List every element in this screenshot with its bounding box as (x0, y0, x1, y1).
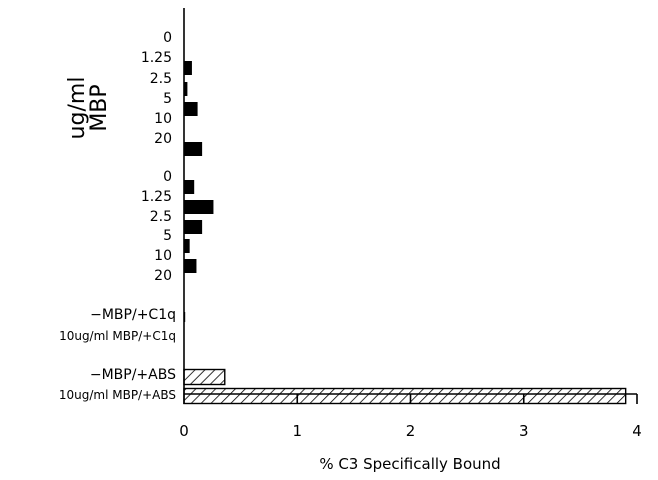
category-label: 1.25 (141, 189, 172, 205)
category-label: 0 (163, 169, 172, 185)
category-label: 1.25 (141, 50, 172, 66)
bar (183, 368, 226, 386)
category-label: 10ug/ml MBP/+C1q (59, 329, 176, 343)
x-tick-label: 3 (519, 422, 529, 440)
bar (184, 259, 197, 273)
category-label: 10ug/ml MBP/+ABS (59, 388, 176, 402)
category-label: 5 (163, 91, 172, 107)
y-axis-title-unit: ug/ml (65, 77, 90, 140)
bars-layer (183, 61, 627, 405)
x-tick-label: 4 (632, 422, 642, 440)
x-tick-label: 2 (406, 422, 416, 440)
category-label: 2.5 (150, 71, 172, 87)
x-axis-ticks: 0 1 2 3 4 (179, 394, 642, 440)
category-label: 0 (163, 30, 172, 46)
bar (184, 200, 214, 214)
y-axis-title: ug/ml MBP (65, 77, 112, 140)
category-label: −MBP/+C1q (90, 307, 176, 323)
category-label: 20 (154, 131, 172, 147)
y-axis-title-subject: MBP (87, 84, 112, 131)
category-label: 20 (154, 268, 172, 284)
bar (184, 102, 198, 116)
bar (184, 239, 190, 253)
bar (184, 142, 203, 156)
category-label: 2.5 (150, 209, 172, 225)
category-label: 10 (154, 111, 172, 127)
x-axis-title: % C3 Specifically Bound (319, 455, 500, 473)
bar (184, 220, 203, 234)
bar (184, 180, 195, 194)
x-tick-label: 1 (292, 422, 302, 440)
bar (184, 82, 188, 96)
category-label: −MBP/+ABS (90, 367, 176, 383)
category-label: 5 (163, 228, 172, 244)
bar (183, 387, 627, 405)
category-labels: 0 1.25 2.5 5 10 20 0 1.25 2.5 5 10 20 −MBP/+C1q 10ug/… (59, 30, 176, 402)
bar (184, 61, 192, 75)
x-tick-label: 0 (179, 422, 189, 440)
category-label: 10 (154, 248, 172, 264)
